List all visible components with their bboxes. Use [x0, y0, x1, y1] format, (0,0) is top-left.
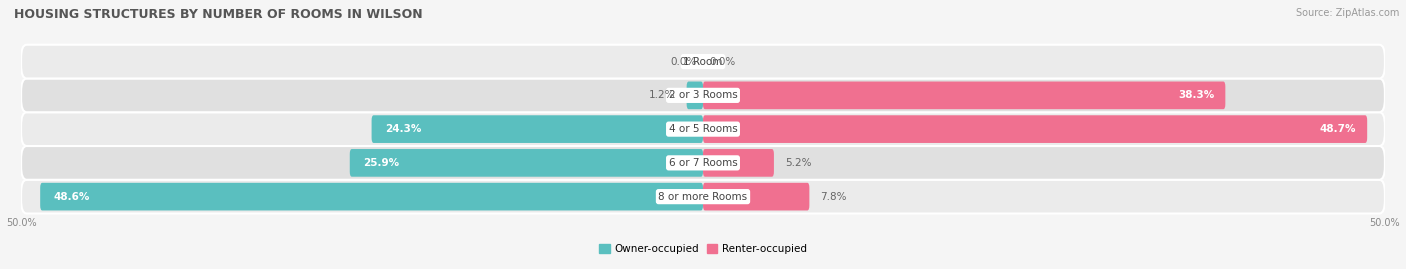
FancyBboxPatch shape: [686, 82, 703, 109]
FancyBboxPatch shape: [21, 180, 1385, 214]
FancyBboxPatch shape: [703, 149, 773, 177]
FancyBboxPatch shape: [371, 115, 703, 143]
Text: 0.0%: 0.0%: [710, 56, 737, 67]
FancyBboxPatch shape: [350, 149, 703, 177]
Text: 5.2%: 5.2%: [785, 158, 811, 168]
FancyBboxPatch shape: [703, 183, 810, 210]
FancyBboxPatch shape: [21, 112, 1385, 146]
Text: 4 or 5 Rooms: 4 or 5 Rooms: [669, 124, 737, 134]
Legend: Owner-occupied, Renter-occupied: Owner-occupied, Renter-occupied: [595, 240, 811, 258]
Text: 8 or more Rooms: 8 or more Rooms: [658, 192, 748, 202]
Text: 48.7%: 48.7%: [1320, 124, 1357, 134]
Text: 1.2%: 1.2%: [650, 90, 676, 100]
Text: HOUSING STRUCTURES BY NUMBER OF ROOMS IN WILSON: HOUSING STRUCTURES BY NUMBER OF ROOMS IN…: [14, 8, 423, 21]
FancyBboxPatch shape: [21, 45, 1385, 79]
Text: 25.9%: 25.9%: [363, 158, 399, 168]
Text: 7.8%: 7.8%: [820, 192, 846, 202]
Text: 2 or 3 Rooms: 2 or 3 Rooms: [669, 90, 737, 100]
Text: 6 or 7 Rooms: 6 or 7 Rooms: [669, 158, 737, 168]
FancyBboxPatch shape: [703, 115, 1367, 143]
Text: 38.3%: 38.3%: [1178, 90, 1215, 100]
FancyBboxPatch shape: [21, 146, 1385, 180]
FancyBboxPatch shape: [21, 79, 1385, 112]
Text: 1 Room: 1 Room: [683, 56, 723, 67]
Text: 0.0%: 0.0%: [669, 56, 696, 67]
FancyBboxPatch shape: [703, 82, 1226, 109]
FancyBboxPatch shape: [41, 183, 703, 210]
Text: 48.6%: 48.6%: [53, 192, 90, 202]
Text: 24.3%: 24.3%: [385, 124, 422, 134]
Text: Source: ZipAtlas.com: Source: ZipAtlas.com: [1295, 8, 1399, 18]
